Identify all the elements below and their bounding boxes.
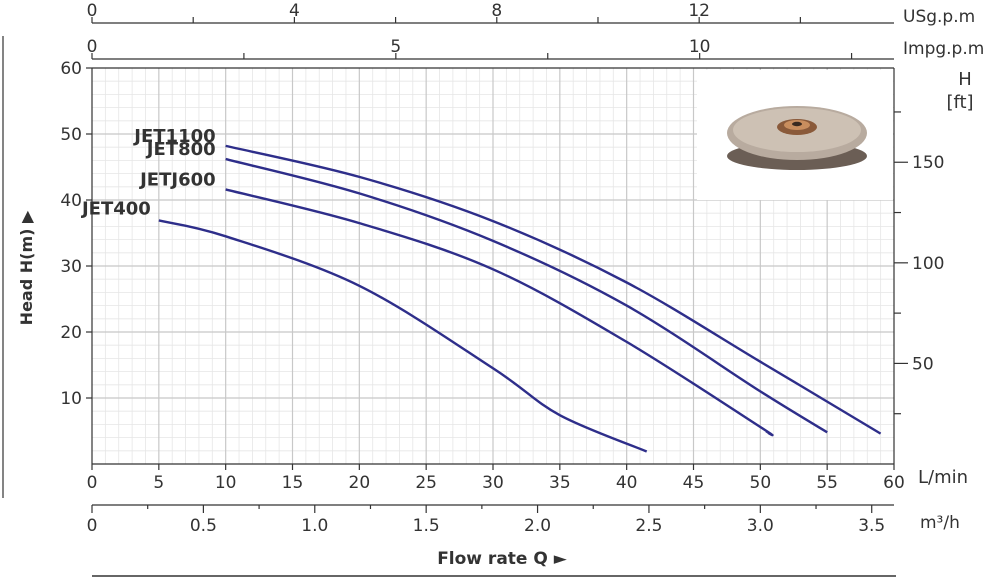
usgpm-unit: USg.p.m [903, 7, 975, 27]
usgpm-tick-label: 8 [491, 1, 502, 21]
usgpm-tick-label: 12 [688, 1, 710, 21]
lmin-tick-label: 30 [482, 473, 504, 493]
series-label-jet400: JET400 [80, 198, 151, 219]
lmin-tick-label: 15 [282, 473, 304, 493]
y2-tick-label: 50 [912, 354, 934, 374]
lmin-unit: L/min [918, 467, 968, 488]
impgpm-axis: 0 5 10 Impg.p.m [87, 37, 984, 60]
x-axis-label: Flow rate Q ► [437, 549, 568, 569]
impgpm-tick-label: 0 [87, 37, 98, 57]
y-axis-label: Head H(m) ▶ [17, 210, 36, 325]
usgpm-tick-label: 0 [87, 1, 98, 21]
lmin-tick-label: 55 [816, 473, 838, 493]
lmin-tick-label: 50 [750, 473, 772, 493]
lmin-tick-label: 5 [153, 473, 164, 493]
series-line-jetj600 [225, 188, 774, 437]
series-label-jet1100: JET1100 [132, 126, 215, 147]
lmin-tick-label: 60 [883, 473, 905, 493]
m3h-tick-label: 0.5 [190, 516, 217, 536]
impgpm-tick-label: 5 [390, 37, 401, 57]
y-tick-label: 50 [60, 125, 82, 145]
y-tick-label: 60 [60, 59, 82, 79]
series-line-jet400 [158, 219, 648, 453]
y-tick-label: 30 [60, 257, 82, 277]
lmin-tick-label: 40 [616, 473, 638, 493]
series-line-jet1100 [225, 144, 882, 435]
y2-unit-ft: [ft] [946, 92, 973, 113]
m3h-tick-label: 1.0 [301, 516, 328, 536]
impgpm-tick-label: 10 [689, 37, 711, 57]
m3h-tick-label: 2.5 [635, 516, 662, 536]
lmin-tick-label: 0 [87, 473, 98, 493]
y-tick-label: 40 [60, 191, 82, 211]
impgpm-unit: Impg.p.m [903, 39, 984, 59]
m3h-tick-label: 0 [87, 516, 98, 536]
m3h-axis: 0 0.5 1.0 1.5 2.0 2.5 3.0 3.5 m³/h [87, 504, 960, 536]
y-tick-label: 20 [60, 323, 82, 343]
m3h-unit: m³/h [920, 513, 960, 533]
impeller-image [697, 70, 893, 200]
lmin-axis: 0 5 10 15 20 25 30 35 40 45 50 55 60 L/min [87, 463, 968, 493]
lmin-tick-label: 35 [549, 473, 571, 493]
y2-tick-label: 150 [912, 153, 944, 173]
usgpm-tick-label: 4 [289, 1, 300, 21]
lmin-tick-label: 25 [415, 473, 437, 493]
series-label-jetj600: JETJ600 [138, 169, 216, 190]
lmin-tick-label: 20 [349, 473, 371, 493]
lmin-tick-label: 10 [215, 473, 237, 493]
m3h-tick-label: 2.0 [524, 516, 551, 536]
y-tick-label: 10 [60, 389, 82, 409]
series-label-jet800: JET800 [145, 139, 216, 160]
m3h-tick-label: 1.5 [413, 516, 440, 536]
m3h-tick-label: 3.5 [858, 516, 885, 536]
y2-unit-h: H [958, 69, 972, 90]
m3h-tick-label: 3.0 [747, 516, 774, 536]
y2-tick-label: 100 [912, 254, 944, 274]
lmin-tick-label: 45 [683, 473, 705, 493]
series-line-jet800 [225, 157, 828, 434]
usgpm-axis: 0 4 8 12 USg.p.m [87, 1, 976, 27]
